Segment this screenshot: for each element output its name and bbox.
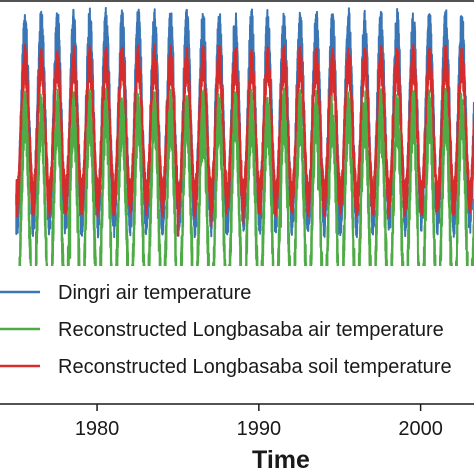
legend-label-longbasaba-soil: Reconstructed Longbasaba soil temperatur… [58,356,452,378]
x-axis-title: Time [252,446,310,474]
legend-label-longbasaba-air: Reconstructed Longbasaba air temperature [58,319,444,341]
series-longbasaba-soil [15,44,474,237]
legend: Dingri air temperature Reconstructed Lon… [0,266,474,390]
x-tick-label: 2000 [398,418,443,440]
x-tick-label: 1990 [237,418,282,440]
legend-label-dingri: Dingri air temperature [58,282,251,304]
x-axis-ticks: 1980 1990 2000 [75,404,443,440]
x-tick-label: 1980 [75,418,120,440]
legend-background [0,266,474,390]
